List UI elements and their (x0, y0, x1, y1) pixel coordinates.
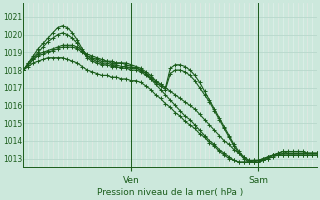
X-axis label: Pression niveau de la mer( hPa ): Pression niveau de la mer( hPa ) (97, 188, 244, 197)
